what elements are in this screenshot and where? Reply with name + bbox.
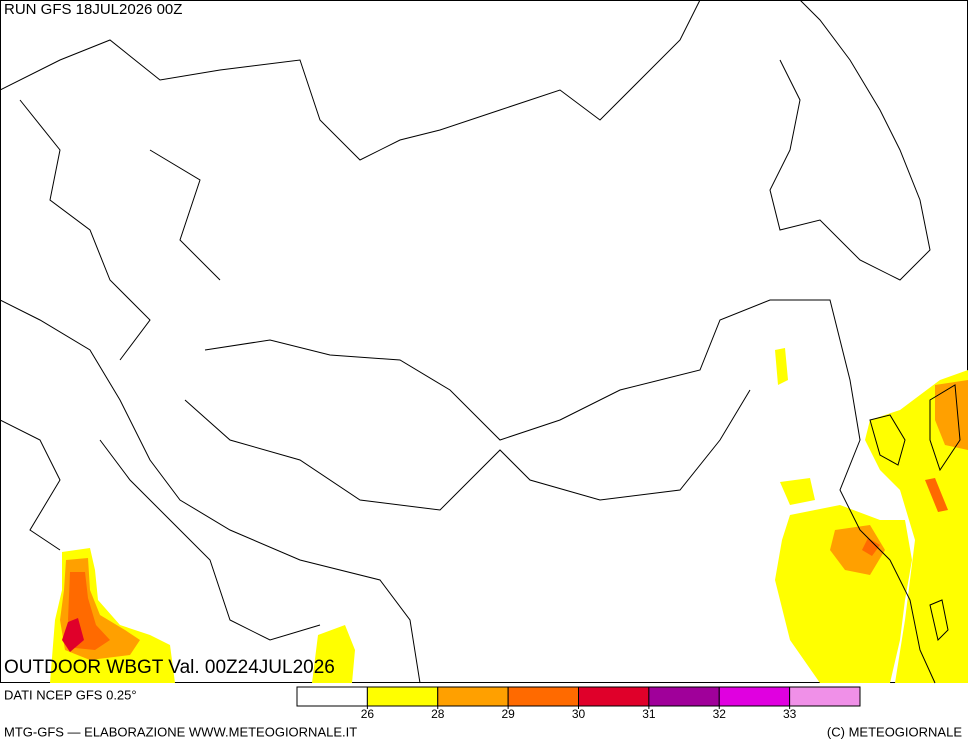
coastline [0,0,701,161]
legend-tick-label: 30 [572,707,586,721]
legend-tick-label: 26 [361,707,375,721]
credit-label: MTG-GFS — ELABORAZIONE WWW.METEOGIORNALE… [4,724,357,739]
field-dark-orange [862,538,880,556]
legend-tick-label: 29 [501,707,515,721]
legend-swatch [366,686,439,707]
legend-swatch [507,686,579,707]
legend-swatch [789,686,861,707]
source-label: DATI NCEP GFS 0.25° [4,687,137,702]
field-yellow [865,370,968,683]
field-yellow [312,625,355,683]
border [19,99,221,361]
coastline [769,0,931,281]
field-dark-orange [925,478,948,512]
field-yellow [775,348,788,385]
copyright-label: (C) METEOGIORNALE [827,724,962,739]
legend-tick-label: 32 [713,707,727,721]
legend-swatch [437,686,509,707]
coastline [869,384,961,641]
field-orange [830,525,885,575]
legend-swatch [296,686,368,707]
legend-swatch [648,686,720,707]
legend-swatch [718,686,791,707]
border [184,389,751,511]
field-red [62,618,84,652]
legend-tick-label: 28 [431,707,445,721]
border [0,419,321,641]
border [0,299,421,684]
color-legend: 26 28 29 30 31 32 33 [296,686,861,721]
map: RUN GFS 18JUL2026 00Z OUTDOOR WBGT Val. … [0,0,968,684]
border [204,299,936,684]
map-title: OUTDOOR WBGT Val. 00Z24JUL2026 [4,657,335,678]
legend-tick-label: 31 [642,707,656,721]
run-label: RUN GFS 18JUL2026 00Z [4,1,182,18]
field-yellow [780,478,815,505]
legend-swatch [578,686,650,707]
legend-tick-label: 33 [783,707,797,721]
